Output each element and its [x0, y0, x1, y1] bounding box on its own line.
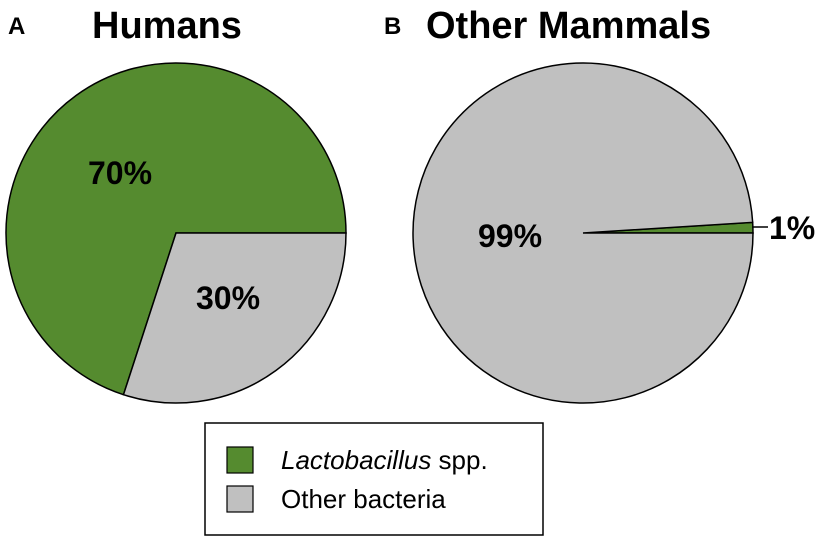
pie-a-slice-lactobacillus — [5, 62, 347, 396]
legend-box — [204, 422, 544, 536]
panel-b-title: Other Mammals — [426, 5, 711, 47]
pie-a-slice-other — [122, 232, 347, 404]
pie-a-label-other: 30% — [196, 280, 260, 316]
panel-b-letter: B — [384, 13, 401, 40]
pie-b-label-other: 99% — [478, 218, 542, 254]
legend-label-lactobacillus: Lactobacillus spp. — [281, 445, 488, 475]
pie-chart-other-mammals — [412, 62, 754, 404]
panel-a: A Humans 70% 30% — [5, 5, 347, 404]
legend-label-other: Other bacteria — [281, 484, 446, 514]
panel-a-letter: A — [8, 13, 25, 40]
panel-a-title: Humans — [92, 5, 242, 47]
pie-chart-humans — [5, 62, 347, 404]
pie-b-slice-other — [412, 62, 754, 404]
pie-a-label-lactobacillus: 70% — [88, 155, 152, 191]
legend-swatch-other — [226, 485, 254, 513]
legend: Lactobacillus spp. Other bacteria — [204, 422, 544, 536]
pie-b-label-lactobacillus: 1% — [769, 210, 815, 246]
legend-swatch-lactobacillus — [226, 446, 254, 474]
panel-b: B Other Mammals 99% 1% — [384, 5, 815, 404]
